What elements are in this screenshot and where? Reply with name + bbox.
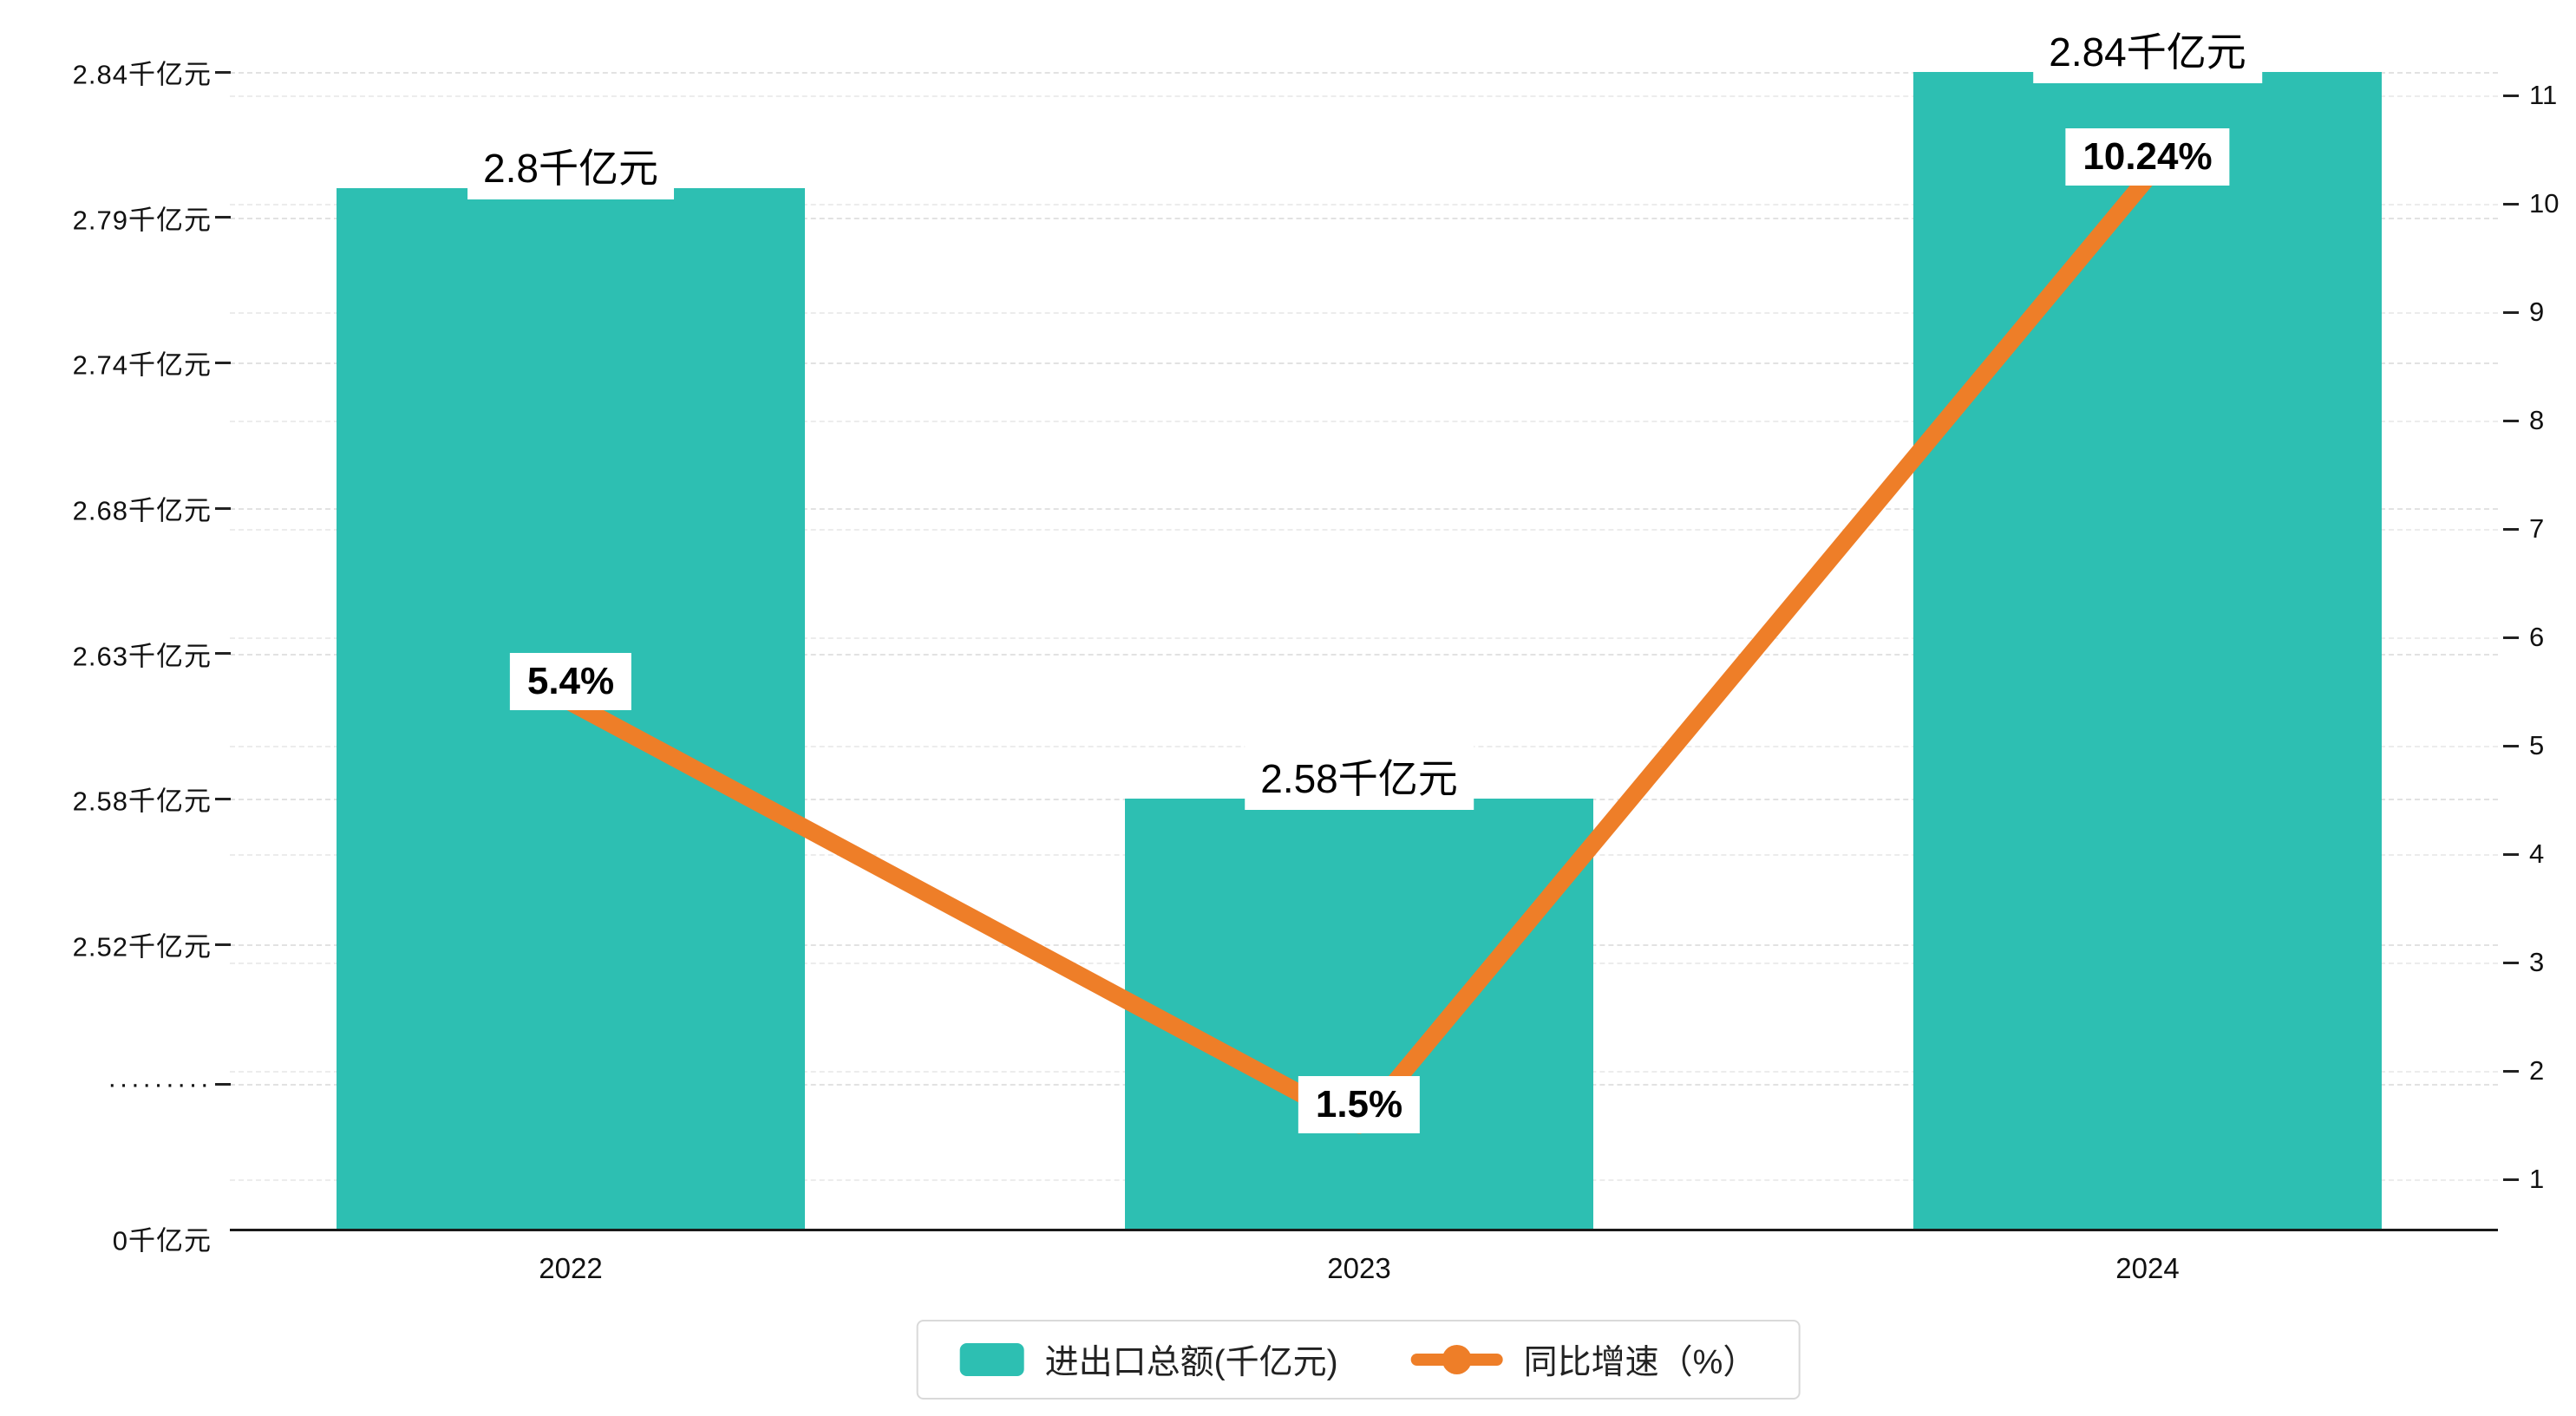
right-axis-tick (2503, 961, 2519, 964)
legend-dot-icon (1442, 1345, 1472, 1374)
gridline-right (230, 95, 2498, 97)
left-axis-tick (215, 652, 231, 656)
right-axis-tick (2503, 852, 2519, 856)
left-axis-tick (215, 216, 231, 219)
left-axis-zero-label: 0千亿元 (112, 1225, 212, 1256)
bar-value-label: 2.84千亿元 (2033, 16, 2262, 83)
left-axis-tick (215, 943, 231, 946)
legend-item-line[interactable]: 同比增速（%） (1410, 1335, 1757, 1384)
bar-2023 (1125, 799, 1593, 1229)
right-axis-tick (2503, 202, 2519, 206)
legend: 进出口总额(千亿元) 同比增速（%） (916, 1320, 1801, 1400)
right-axis-tick-label: 11 (2529, 80, 2558, 110)
growth-value-label: 1.5% (1298, 1075, 1421, 1133)
right-axis-tick-label: 8 (2529, 405, 2545, 435)
right-axis-tick (2503, 419, 2519, 422)
left-axis-tick (215, 361, 231, 364)
right-axis-tick (2503, 1069, 2519, 1073)
left-axis-tick (215, 506, 231, 510)
growth-value-label: 5.4% (509, 653, 632, 710)
legend-label: 同比增速（%） (1523, 1344, 1757, 1381)
x-axis-label: 2022 (539, 1252, 603, 1284)
x-axis-label: 2023 (1327, 1252, 1391, 1284)
right-axis-tick (2503, 744, 2519, 747)
bar-value-label: 2.58千亿元 (1245, 742, 1474, 811)
axis-break-label: ········· (108, 1068, 212, 1099)
right-axis-tick-label: 6 (2529, 622, 2545, 652)
x-axis-line (230, 1229, 2498, 1231)
legend-label: 进出口总额(千亿元) (1044, 1344, 1338, 1381)
bar-value-label: 2.8千亿元 (467, 132, 674, 200)
right-axis-tick-label: 9 (2529, 297, 2545, 327)
gridline-left (230, 72, 2498, 74)
right-axis-tick-label: 1 (2529, 1164, 2545, 1194)
left-axis-tick (215, 797, 231, 800)
right-axis-tick-label: 3 (2529, 947, 2545, 977)
left-axis-tick-label: 2.58千亿元 (72, 786, 212, 817)
bar-series-swatch-icon (959, 1343, 1024, 1376)
legend-item-bars[interactable]: 进出口总额(千亿元) (959, 1335, 1338, 1384)
left-axis-tick (215, 70, 231, 74)
right-axis-tick-label: 5 (2529, 730, 2545, 760)
x-axis-label: 2024 (2115, 1252, 2180, 1284)
left-axis-tick-label: 2.63千亿元 (72, 641, 212, 672)
left-axis-tick-label: 2.74千亿元 (72, 349, 212, 381)
left-axis-tick-label: 2.84千亿元 (72, 59, 212, 90)
right-axis-tick-label: 10 (2529, 188, 2560, 219)
line-series-marker-icon (1410, 1343, 1503, 1376)
left-axis-tick-label: 2.68千亿元 (72, 495, 212, 526)
left-axis-break-tick (215, 1082, 231, 1086)
left-axis-tick-label: 2.79千亿元 (72, 205, 212, 236)
right-axis-tick (2503, 94, 2519, 97)
bar-2024 (1913, 72, 2382, 1229)
growth-value-label: 10.24% (2065, 128, 2230, 186)
right-axis-tick-label: 4 (2529, 839, 2545, 869)
right-axis-tick (2503, 527, 2519, 531)
right-axis-tick-label: 2 (2529, 1055, 2545, 1086)
right-axis-tick (2503, 310, 2519, 314)
right-axis-tick (2503, 1178, 2519, 1181)
right-axis-tick (2503, 636, 2519, 639)
right-axis-tick-label: 7 (2529, 513, 2545, 544)
left-axis-tick-label: 2.52千亿元 (72, 931, 212, 962)
